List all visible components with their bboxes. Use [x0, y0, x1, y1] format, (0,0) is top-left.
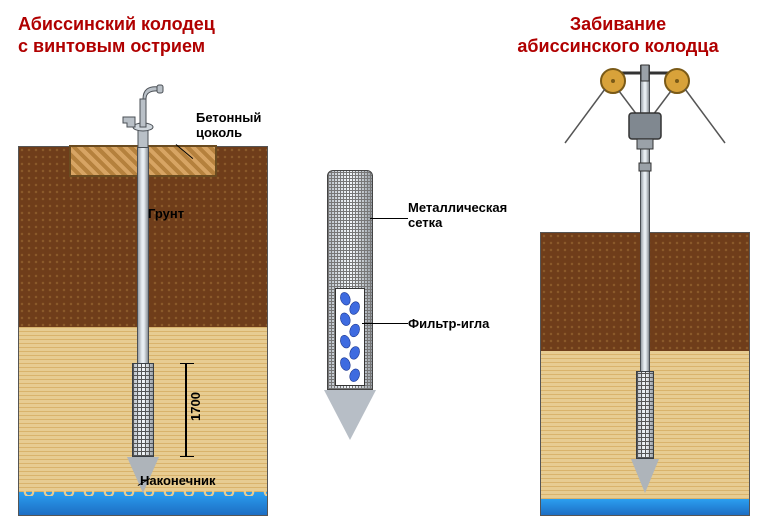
label-plinth: Бетонный цоколь: [196, 110, 261, 140]
well-tip-cone-right: [631, 459, 659, 493]
title-right-line1: Забивание: [570, 14, 666, 34]
title-left: Абиссинский колодец с винтовым острием: [18, 14, 215, 57]
leader-filter-needle: [362, 323, 408, 324]
left-cross-section: 1700: [18, 146, 268, 516]
well-filter-right: [636, 371, 654, 459]
label-tip: Наконечник: [140, 473, 216, 488]
filter-detail: [310, 170, 390, 460]
label-soil: Грунт: [148, 206, 184, 221]
driving-rig-icon: [555, 53, 735, 233]
leader-mesh: [370, 218, 408, 219]
title-left-line1: Абиссинский колодец: [18, 14, 215, 34]
dimension-value: 1700: [188, 392, 203, 421]
label-filter-needle: Фильтр-игла: [408, 316, 489, 331]
hand-pump-icon: [113, 81, 173, 151]
layer-water: [19, 492, 267, 515]
label-mesh: Металлическая сетка: [408, 200, 507, 230]
filter-detail-cone: [324, 390, 376, 440]
well-pipe: [137, 147, 149, 365]
dimension-line: [185, 363, 187, 457]
title-left-line2: с винтовым острием: [18, 36, 205, 56]
right-cross-section: [540, 232, 750, 516]
layer-water-right: [541, 499, 749, 515]
filter-inner-slots: [335, 288, 365, 386]
title-right: Забивание абиссинского колодца: [488, 14, 748, 57]
well-filter: [132, 363, 154, 457]
